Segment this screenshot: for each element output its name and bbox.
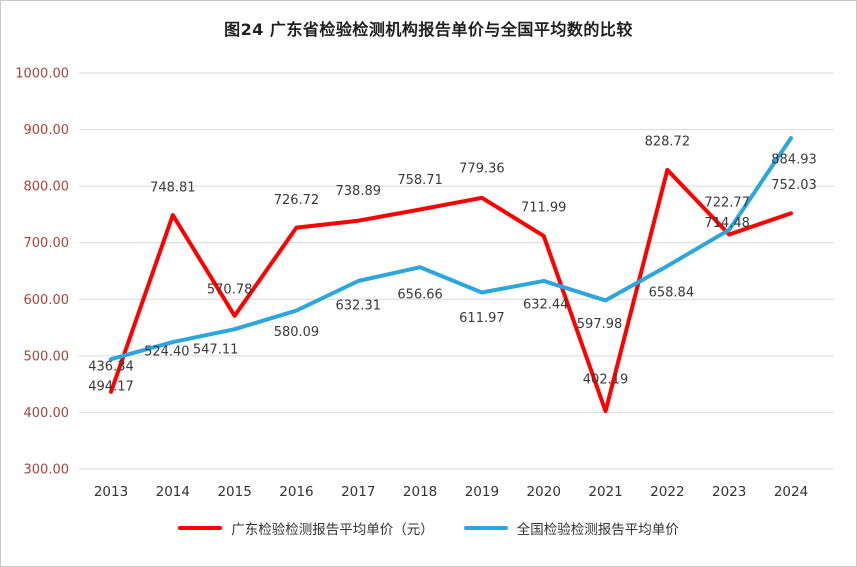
- data-label: 402.19: [583, 373, 629, 388]
- data-label: 656.66: [397, 288, 443, 303]
- x-tick-label: 2015: [217, 484, 251, 500]
- data-label: 524.40: [144, 345, 190, 360]
- data-label: 597.98: [577, 317, 623, 332]
- data-label: 726.72: [274, 193, 320, 208]
- data-label: 658.84: [649, 285, 695, 300]
- y-tick-label: 300.00: [24, 463, 70, 478]
- data-label: 547.11: [193, 343, 239, 358]
- data-label: 436.34: [88, 359, 134, 374]
- x-tick-label: 2016: [279, 484, 313, 500]
- data-label: 714.48: [704, 216, 750, 231]
- data-label: 884.93: [771, 153, 817, 168]
- chart-title: 图24 广东省检验检测机构报告单价与全国平均数的比较: [224, 20, 633, 39]
- data-label: 758.71: [397, 173, 443, 188]
- x-tick-label: 2024: [774, 484, 808, 500]
- legend-line-red: [178, 526, 223, 530]
- data-label: 711.99: [521, 200, 567, 215]
- legend-label-national: 全国检验检测报告平均单价: [516, 522, 679, 538]
- series-line-national: [109, 136, 793, 362]
- x-tick-label: 2022: [650, 484, 684, 500]
- data-label: 752.03: [771, 178, 817, 193]
- y-tick-label: 1000.00: [15, 67, 69, 82]
- data-label: 494.17: [88, 380, 134, 395]
- x-tick-label: 2018: [403, 484, 437, 500]
- series-line-guangdong: [109, 167, 793, 414]
- x-tick-label: 2013: [94, 484, 128, 500]
- data-label: 580.09: [274, 325, 320, 340]
- x-tick-label: 2023: [712, 484, 746, 500]
- data-label: 570.78: [207, 282, 253, 297]
- y-tick-label: 700.00: [24, 236, 70, 251]
- legend-item-national: 全国检验检测报告平均单价: [463, 518, 679, 538]
- data-label: 632.31: [336, 299, 382, 314]
- data-label: 779.36: [459, 161, 505, 176]
- y-tick-label: 900.00: [24, 123, 70, 138]
- data-label: 722.77: [704, 195, 750, 210]
- x-tick-label: 2021: [588, 484, 622, 500]
- data-label: 611.97: [459, 311, 505, 326]
- x-tick-label: 2020: [527, 484, 561, 500]
- data-label: 632.44: [523, 297, 569, 312]
- data-label: 738.89: [336, 184, 382, 199]
- data-label: 748.81: [150, 181, 196, 196]
- x-tick-label: 2014: [156, 484, 190, 500]
- y-tick-label: 500.00: [24, 349, 70, 364]
- x-tick-label: 2017: [341, 484, 375, 500]
- legend-label-guangdong: 广东检验检测报告平均单价（元）: [231, 522, 434, 538]
- y-tick-label: 800.00: [24, 180, 70, 195]
- data-label: 828.72: [645, 134, 691, 149]
- y-tick-label: 400.00: [24, 406, 70, 421]
- y-tick-label: 600.00: [24, 293, 70, 308]
- x-tick-label: 2019: [465, 484, 499, 500]
- legend-item-guangdong: 广东检验检测报告平均单价（元）: [178, 518, 434, 538]
- legend-line-blue: [463, 526, 508, 530]
- chart-legend: 广东检验检测报告平均单价（元） 全国检验检测报告平均单价: [1, 518, 856, 538]
